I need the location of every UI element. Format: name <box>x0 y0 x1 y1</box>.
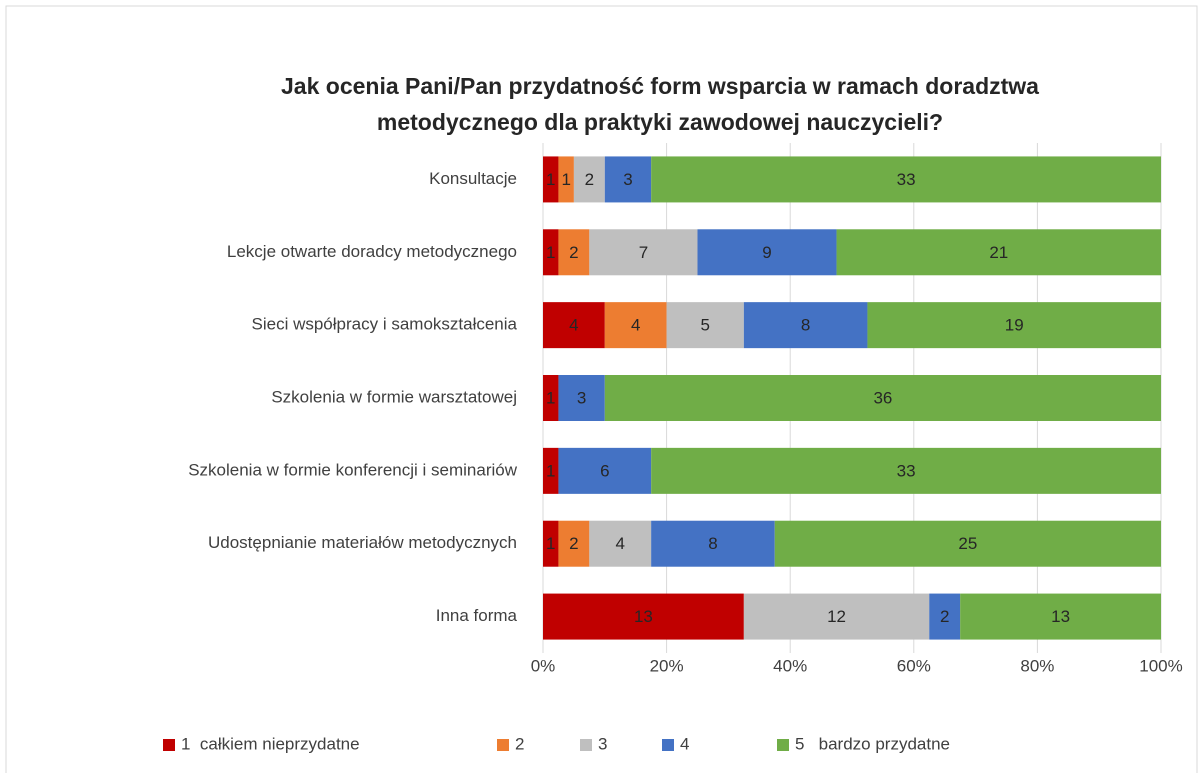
data-label: 2 <box>585 170 594 189</box>
bar-segment <box>543 593 744 640</box>
chart-title: Jak ocenia Pani/Pan przydatność form wsp… <box>281 73 1039 99</box>
data-label: 1 <box>546 388 555 407</box>
bar-segment <box>743 302 868 349</box>
data-label: 6 <box>600 461 609 480</box>
data-label: 33 <box>897 461 916 480</box>
legend-swatch <box>497 739 509 751</box>
data-label: 21 <box>989 243 1008 262</box>
bar-segment <box>651 447 1161 494</box>
chart-title: metodycznego dla praktyki zawodowej nauc… <box>377 109 943 135</box>
bar-segment <box>651 520 775 567</box>
data-label: 4 <box>569 316 578 335</box>
data-label: 12 <box>827 607 846 626</box>
y-tick-label: Konsultacje <box>429 169 517 188</box>
bar-segment <box>543 520 559 567</box>
legend-label: 5 bardzo przydatne <box>795 734 950 753</box>
bar-segment <box>558 156 574 203</box>
bar-segment <box>697 229 837 276</box>
bar-segment <box>543 229 559 276</box>
data-label: 19 <box>1005 316 1024 335</box>
bar-segment <box>543 156 559 203</box>
y-tick-label: Inna forma <box>436 606 518 625</box>
data-label: 9 <box>762 243 771 262</box>
y-tick-label: Lekcje otwarte doradcy metodycznego <box>227 242 517 261</box>
bar-segment <box>543 447 559 494</box>
data-label: 1 <box>546 170 555 189</box>
x-tick-label: 60% <box>897 656 931 675</box>
x-tick-label: 40% <box>773 656 807 675</box>
x-tick-label: 20% <box>650 656 684 675</box>
data-label: 3 <box>577 388 586 407</box>
data-label: 13 <box>1051 607 1070 626</box>
bar-segment <box>573 156 605 203</box>
bar-segment <box>589 229 698 276</box>
legend-swatch <box>580 739 592 751</box>
data-label: 1 <box>546 534 555 553</box>
bar-segment <box>558 447 652 494</box>
bar-segment <box>589 520 652 567</box>
data-label: 13 <box>634 607 653 626</box>
legend-label: 3 <box>598 734 607 753</box>
bar-segment <box>558 375 605 421</box>
data-label: 4 <box>631 316 640 335</box>
bar-segment <box>604 375 1161 421</box>
bar-segment <box>960 593 1161 640</box>
bar-segment <box>651 156 1161 203</box>
data-label: 8 <box>801 316 810 335</box>
data-label: 1 <box>561 170 570 189</box>
data-label: 3 <box>623 170 632 189</box>
x-tick-label: 0% <box>531 656 556 675</box>
data-label: 25 <box>958 534 977 553</box>
y-tick-label: Udostępnianie materiałów metodycznych <box>208 533 517 552</box>
bar-segment <box>558 520 590 567</box>
bar-segment <box>543 302 605 349</box>
bar-segment <box>929 593 961 640</box>
data-label: 5 <box>700 316 709 335</box>
legend-label: 2 <box>515 734 524 753</box>
legend-swatch <box>662 739 674 751</box>
data-label: 2 <box>569 534 578 553</box>
bar-segment <box>743 593 930 640</box>
bar-segment <box>604 302 667 349</box>
legend-label: 4 <box>680 734 689 753</box>
bar-segment <box>666 302 744 349</box>
bar-segment <box>836 229 1161 276</box>
data-label: 33 <box>897 170 916 189</box>
data-label: 2 <box>569 243 578 262</box>
bar-segment <box>558 229 590 276</box>
data-label: 8 <box>708 534 717 553</box>
data-label: 36 <box>873 388 892 407</box>
legend-swatch <box>777 739 789 751</box>
bar-segment <box>604 156 652 203</box>
data-label: 1 <box>546 461 555 480</box>
x-tick-label: 100% <box>1139 656 1182 675</box>
bar-segment <box>774 520 1161 567</box>
legend-label: 1 całkiem nieprzydatne <box>181 734 360 753</box>
data-label: 4 <box>616 534 625 553</box>
data-label: 1 <box>546 243 555 262</box>
y-tick-label: Sieci współpracy i samokształcenia <box>252 315 518 334</box>
bar-segment <box>543 375 559 421</box>
y-tick-label: Szkolenia w formie warsztatowej <box>271 387 517 406</box>
bar-segment <box>867 302 1161 349</box>
data-label: 2 <box>940 607 949 626</box>
legend-swatch <box>163 739 175 751</box>
y-tick-label: Szkolenia w formie konferencji i seminar… <box>188 460 518 479</box>
data-label: 7 <box>639 243 648 262</box>
x-tick-label: 80% <box>1020 656 1054 675</box>
